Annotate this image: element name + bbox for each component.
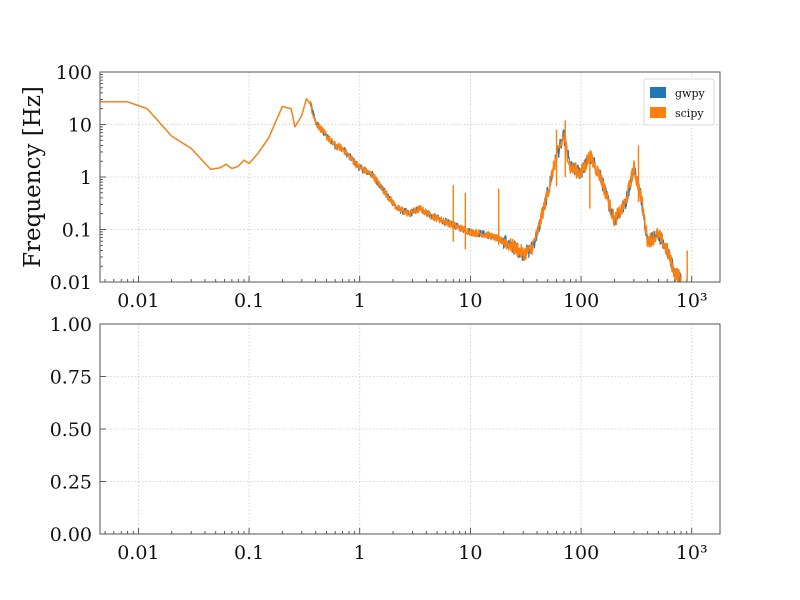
y-tick-label: 0.1	[62, 220, 92, 242]
series-line-gwpy	[100, 98, 682, 282]
top-axes: 0.01 0.1 1 10 100 10³ 0.01 0.1 1 10 100 Frequency […	[20, 62, 721, 312]
x-tick-label: 100	[563, 290, 599, 312]
y-tick-label: 0.50	[50, 419, 92, 441]
x-tick-label: 10	[458, 290, 482, 312]
y-tick-label: 100	[56, 62, 92, 84]
x-tick-label: 100	[563, 542, 599, 564]
x-tick-label: 0.01	[117, 542, 159, 564]
x-tick-label: 10³	[676, 290, 708, 312]
y-axis-label: Frequency [Hz]	[20, 86, 46, 268]
y-tick-label: 1	[80, 167, 92, 189]
axes-frame	[99, 323, 721, 535]
x-tick-label: 1	[354, 290, 366, 312]
legend: gwpy scipy	[643, 78, 715, 126]
y-tick-label: 0.01	[50, 272, 92, 294]
legend-swatch-gwpy	[650, 87, 666, 98]
y-tick-label: 0.75	[50, 367, 92, 389]
y-tick-label: 10	[68, 115, 92, 137]
x-tick-label: 10³	[676, 542, 708, 564]
y-tick-label: 0.00	[50, 524, 92, 546]
axes-frame	[99, 71, 721, 283]
x-tick-label: 1	[354, 542, 366, 564]
legend-label-gwpy: gwpy	[675, 87, 705, 100]
x-tick-label: 10	[458, 542, 482, 564]
y-tick-label: 0.25	[50, 472, 92, 494]
bottom-axes: 0.01 0.1 1 10 100 10³ 0.00 0.25 0.50 0.75 1.00	[50, 314, 721, 564]
legend-label-scipy: scipy	[675, 107, 704, 120]
series-line-scipy	[100, 98, 682, 282]
legend-swatch-scipy	[650, 107, 666, 118]
y-tick-label: 1.00	[50, 314, 92, 336]
x-tick-label: 0.1	[234, 290, 264, 312]
x-tick-label: 0.01	[117, 290, 159, 312]
x-tick-label: 0.1	[234, 542, 264, 564]
plot-area	[100, 98, 688, 282]
